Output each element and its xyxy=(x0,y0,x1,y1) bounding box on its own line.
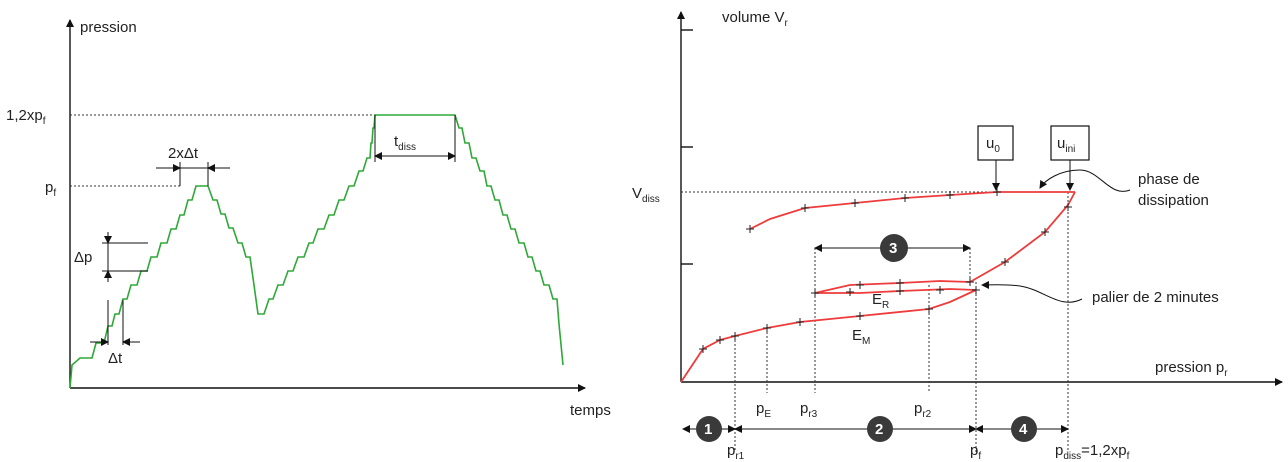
phase-1-number: 1 xyxy=(704,421,712,438)
phase-4-number: 4 xyxy=(1019,421,1028,438)
delta-p-label: Δp xyxy=(74,249,92,266)
phase-dissipation-label-2: dissipation xyxy=(1138,192,1209,209)
pr1-label: pr1 xyxy=(727,442,745,462)
phase-dissipation-label-1: phase de xyxy=(1138,171,1200,188)
pdiss-label: pdiss=1,2xpf xyxy=(1055,442,1130,462)
pf-label: pf xyxy=(970,442,981,462)
vdiss-label: Vdiss xyxy=(632,185,660,205)
phase-3-circle xyxy=(880,234,908,262)
tdiss-label: tdiss xyxy=(394,133,416,153)
EM-label: EM xyxy=(852,327,870,347)
unload-reload-loop xyxy=(814,280,977,294)
u0-label: u0 xyxy=(986,135,1000,155)
tick-label-12xpf: 1,2xpf xyxy=(6,107,46,127)
palier-leader xyxy=(981,280,1083,303)
loading-curve xyxy=(680,289,977,383)
phase-2-circle xyxy=(867,416,893,442)
phase-3-number: 3 xyxy=(889,240,897,257)
pr2-label: pr2 xyxy=(914,400,932,420)
left-y-axis-label: pression xyxy=(80,19,137,36)
measurement-markers xyxy=(699,188,1072,353)
right-y-axis-label: volume Vr xyxy=(722,9,789,29)
tick-label-pf: pf xyxy=(45,179,56,199)
pE-label: pE xyxy=(756,400,771,420)
right-x-axis-label: pression pr xyxy=(1155,359,1228,379)
left-diagram: pression temps 1,2xpf pf Δp Δt 2xΔt xyxy=(6,19,611,419)
u0-box xyxy=(977,125,1014,161)
dissipation-curve xyxy=(749,191,1075,230)
pressure-step-curve xyxy=(69,114,564,389)
phase-2-number: 2 xyxy=(875,421,883,438)
uini-label: uini xyxy=(1057,135,1075,155)
two-delta-t-label: 2xΔt xyxy=(168,145,199,162)
phase-1-circle xyxy=(696,416,722,442)
right-diagram: volume Vr pression pr Vdiss u0 uini xyxy=(632,9,1283,462)
uini-box xyxy=(1050,125,1090,161)
phase-4-circle xyxy=(1011,416,1037,442)
delta-t-label: Δt xyxy=(108,350,123,367)
palier-label: palier de 2 minutes xyxy=(1092,289,1219,306)
reloading-curve xyxy=(969,191,1076,283)
pr3-label: pr3 xyxy=(800,400,818,420)
left-x-axis-label: temps xyxy=(570,402,611,419)
ER-label: ER xyxy=(872,291,889,311)
dissipation-leader xyxy=(1039,169,1131,192)
